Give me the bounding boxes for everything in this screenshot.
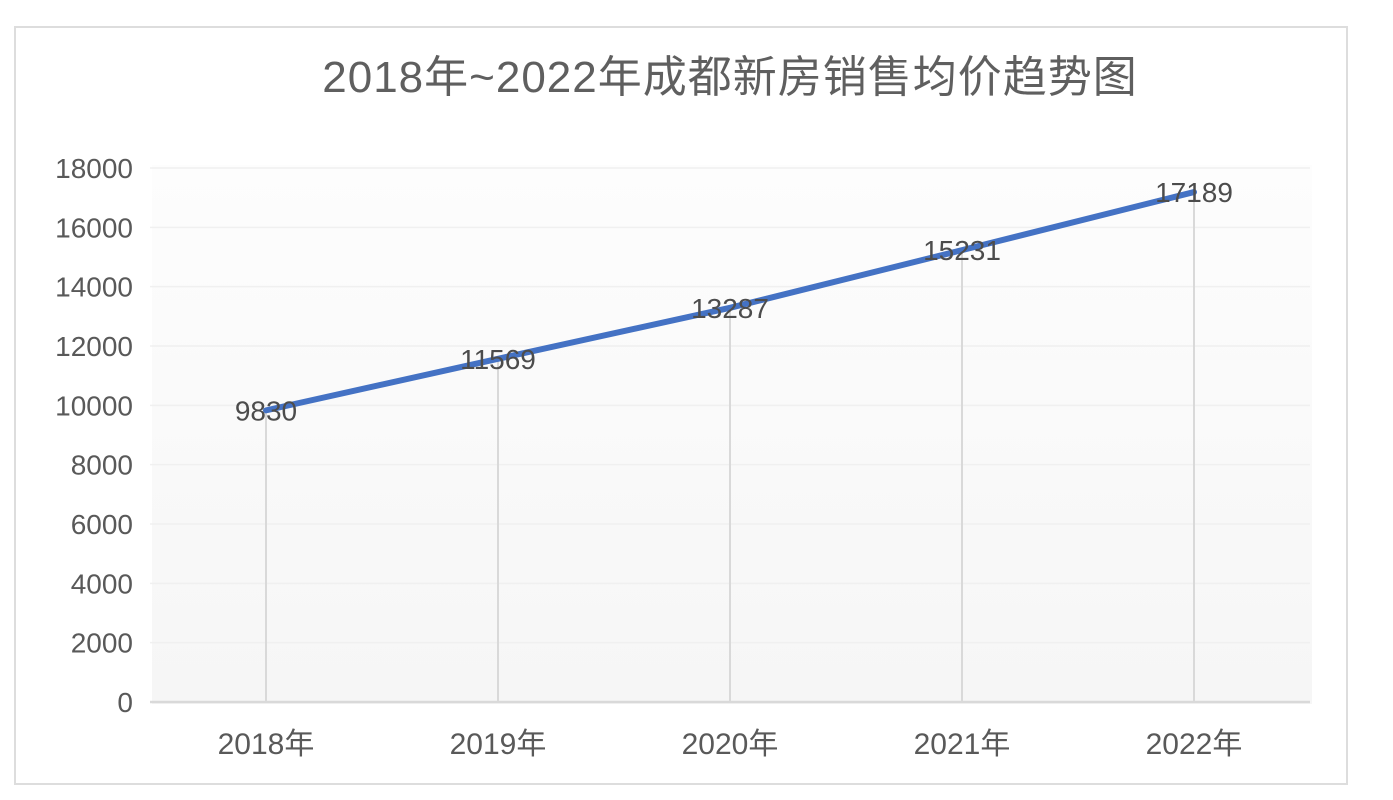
y-axis-tick-label: 8000	[71, 450, 133, 481]
x-axis-category-label: 2019年	[450, 728, 547, 761]
y-axis-tick-label: 4000	[71, 568, 133, 599]
x-axis-category-label: 2021年	[914, 728, 1011, 761]
y-axis-tick-label: 12000	[55, 331, 133, 362]
y-axis-tick-label: 14000	[55, 272, 133, 303]
data-point-label: 13287	[691, 293, 769, 324]
data-point-label: 15231	[923, 235, 1001, 266]
y-axis-tick-label: 18000	[55, 153, 133, 184]
y-axis-tick-label: 2000	[71, 628, 133, 659]
x-axis-category-label: 2022年	[1146, 728, 1243, 761]
y-axis-tick-label: 0	[117, 687, 133, 718]
chart-title: 2018年~2022年成都新房销售均价趋势图	[322, 53, 1138, 102]
data-point-label: 11569	[460, 344, 536, 375]
y-axis-tick-label: 6000	[71, 509, 133, 540]
y-axis-tick-label: 10000	[55, 390, 133, 421]
data-point-label: 17189	[1155, 177, 1233, 208]
plot-area-background	[152, 165, 1312, 704]
data-point-label: 9830	[235, 395, 297, 426]
x-axis-category-label: 2020年	[682, 728, 779, 761]
price-trend-line	[263, 189, 1197, 414]
y-axis-tick-label: 16000	[55, 212, 133, 243]
x-axis-category-label: 2018年	[218, 728, 315, 761]
